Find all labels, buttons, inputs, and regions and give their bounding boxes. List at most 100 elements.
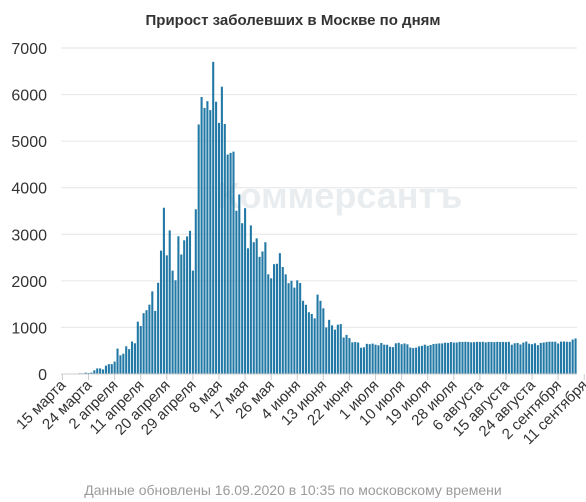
- bar: [464, 341, 467, 374]
- bar: [452, 342, 455, 374]
- bar: [365, 343, 368, 374]
- bar: [371, 343, 374, 374]
- bar: [290, 280, 293, 374]
- bar: [200, 96, 203, 375]
- bar: [302, 300, 305, 374]
- bar: [223, 123, 226, 375]
- bar: [554, 341, 557, 374]
- bar: [168, 230, 171, 374]
- bar: [415, 347, 418, 374]
- bar: [391, 347, 394, 374]
- bar: [426, 345, 429, 374]
- bar: [310, 313, 313, 374]
- bar: [499, 342, 502, 374]
- bar: [438, 343, 441, 374]
- bar: [548, 341, 551, 374]
- bar: [130, 341, 134, 374]
- bar: [206, 101, 209, 375]
- bar: [562, 341, 565, 374]
- bar: [490, 342, 493, 374]
- bar: [446, 342, 450, 374]
- bar: [159, 250, 163, 374]
- bar: [473, 342, 476, 374]
- bar: [574, 338, 577, 374]
- bar: [522, 342, 525, 374]
- bar: [284, 274, 287, 374]
- bar: [406, 344, 409, 374]
- bar: [215, 101, 218, 375]
- bar: [545, 342, 548, 374]
- bar: [331, 325, 334, 374]
- bar: [154, 310, 157, 374]
- bar: [403, 343, 406, 374]
- bar: [412, 348, 415, 374]
- y-tick-label: 4000: [11, 181, 47, 198]
- bar: [510, 344, 513, 374]
- footer-text: Данные обновлены 16.09.2020 в 10:35 по м…: [84, 482, 501, 498]
- bar: [432, 343, 435, 374]
- bars: [61, 61, 577, 375]
- bar: [84, 372, 87, 374]
- bar: [96, 368, 99, 374]
- bar: [246, 248, 250, 374]
- bar: [270, 278, 273, 374]
- bar: [380, 343, 383, 374]
- bar: [377, 345, 380, 374]
- bar: [116, 348, 119, 374]
- bar: [423, 344, 426, 374]
- bar: [229, 152, 232, 374]
- bar: [351, 342, 354, 374]
- bar: [417, 346, 421, 374]
- bar: [255, 238, 258, 374]
- bar: [238, 194, 241, 374]
- bar: [333, 329, 336, 374]
- bar: [174, 280, 177, 374]
- bar: [359, 347, 363, 374]
- bar: [278, 253, 281, 374]
- bar: [226, 154, 229, 374]
- bar: [409, 347, 412, 374]
- bar: [235, 210, 238, 374]
- bar: [470, 342, 473, 374]
- bar: [481, 341, 484, 374]
- bar: [313, 318, 316, 374]
- bar: [455, 342, 458, 374]
- bar: [157, 282, 160, 374]
- bar: [504, 342, 508, 374]
- bar: [557, 343, 560, 374]
- bar: [241, 223, 244, 374]
- bar: [397, 342, 400, 374]
- bar: [528, 343, 531, 374]
- bar: [299, 283, 302, 374]
- bar: [525, 341, 528, 374]
- bar: [133, 343, 136, 374]
- y-tick-label: 6000: [11, 88, 47, 105]
- bar: [104, 365, 107, 374]
- y-tick-label: 5000: [11, 134, 47, 151]
- bar: [444, 342, 447, 374]
- bar: [388, 346, 392, 374]
- bar: [194, 209, 197, 374]
- bar: [316, 294, 319, 374]
- bar: [435, 343, 438, 374]
- bar: [458, 341, 461, 374]
- bar: [467, 341, 470, 374]
- bar: [568, 341, 571, 374]
- bar: [296, 280, 299, 374]
- bar: [357, 342, 360, 374]
- bar: [362, 347, 365, 374]
- bar: [484, 342, 487, 374]
- bar: [139, 326, 142, 374]
- y-tick-label: 2000: [11, 274, 47, 291]
- y-tick-label: 0: [38, 367, 47, 384]
- bar: [368, 344, 371, 374]
- bar: [560, 341, 563, 374]
- bar: [394, 343, 397, 374]
- bar: [542, 342, 545, 374]
- bar: [339, 324, 342, 374]
- bar: [151, 291, 154, 374]
- bar: [188, 230, 192, 374]
- bar: [249, 225, 252, 374]
- bar: [275, 263, 279, 374]
